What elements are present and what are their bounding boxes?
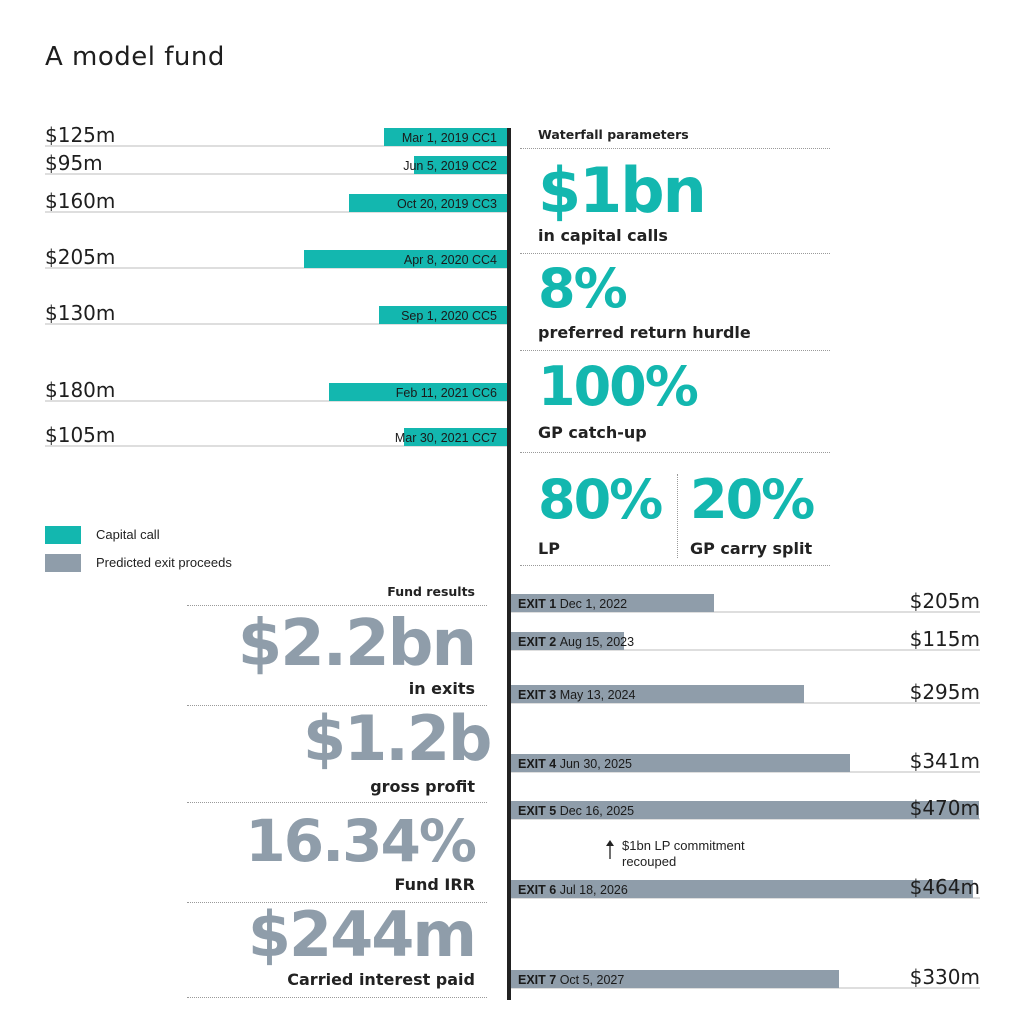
capital-call-value: $205m [45, 245, 115, 269]
divider [187, 705, 487, 706]
exit-label: EXIT 5 Dec 16, 2025 [518, 804, 634, 818]
capital-call-bar [329, 383, 509, 401]
center-axis [507, 128, 511, 1000]
divider [520, 148, 830, 149]
legend-swatch-capital-call [45, 526, 81, 544]
divider [187, 902, 487, 903]
exit-label: EXIT 3 May 13, 2024 [518, 688, 635, 702]
capital-call-value: $160m [45, 189, 115, 213]
capital-call-bar [304, 250, 509, 268]
capital-call-label: Feb 11, 2021 CC6 [396, 386, 497, 400]
legend-swatch-exit [45, 554, 81, 572]
capital-call-bar [414, 156, 509, 174]
divider [520, 452, 830, 453]
legend-label-capital-call: Capital call [96, 527, 160, 542]
divider [187, 997, 487, 998]
capital-call-value: $180m [45, 378, 115, 402]
hurdle-label: preferred return hurdle [538, 323, 751, 342]
gp-split-label: GP carry split [690, 539, 813, 558]
exit-bar [509, 801, 979, 819]
exit-label: EXIT 4 Jun 30, 2025 [518, 757, 632, 771]
capital-calls-label: in capital calls [538, 226, 668, 245]
exit-value: $464m [910, 875, 980, 899]
exit-value: $115m [910, 627, 980, 651]
exit-bar [509, 685, 804, 703]
hurdle-value: 8% [538, 257, 628, 320]
capital-call-value: $95m [45, 151, 103, 175]
divider [520, 565, 830, 566]
chart-title: A model fund [45, 42, 225, 72]
exit-label: EXIT 6 Jul 18, 2026 [518, 883, 628, 897]
irr-value: 16.34% [245, 807, 477, 875]
capital-call-label: Apr 8, 2020 CC4 [404, 253, 497, 267]
capital-call-value: $130m [45, 301, 115, 325]
divider [187, 802, 487, 803]
exit-value: $330m [910, 965, 980, 989]
profit-value: $1.2b [303, 702, 492, 775]
capital-call-label: Oct 20, 2019 CC3 [397, 197, 497, 211]
exit-bar [509, 970, 839, 988]
exit-label: EXIT 2 Aug 15, 2023 [518, 635, 634, 649]
split-divider [677, 474, 678, 558]
capital-call-value: $125m [45, 123, 115, 147]
exit-label: EXIT 1 Dec 1, 2022 [518, 597, 627, 611]
catch-up-value: 100% [538, 355, 699, 418]
capital-call-bar [349, 194, 509, 212]
irr-label: Fund IRR [394, 875, 475, 894]
lp-split-value: 80% [538, 468, 663, 531]
capital-call-label: Sep 1, 2020 CC5 [401, 309, 497, 323]
capital-call-bar [384, 128, 509, 146]
results-title: Fund results [387, 584, 475, 599]
capital-call-value: $105m [45, 423, 115, 447]
capital-calls-value: $1bn [538, 154, 707, 227]
carry-value: $244m [247, 898, 477, 971]
exit-bar [509, 880, 973, 898]
exits-value: $2.2bn [237, 607, 477, 681]
waterfall-title: Waterfall parameters [538, 127, 689, 142]
gp-split-value: 20% [690, 468, 815, 531]
profit-label: gross profit [370, 777, 475, 796]
lp-split-label: LP [538, 539, 560, 558]
capital-call-label: Jun 5, 2019 CC2 [403, 159, 497, 173]
exits-label: in exits [408, 679, 475, 698]
exit-value: $295m [910, 680, 980, 704]
exit-bar [509, 754, 850, 772]
divider [187, 605, 487, 606]
catch-up-label: GP catch-up [538, 423, 647, 442]
divider [520, 253, 830, 254]
annotation-text: $1bn LP commitment recouped [622, 838, 745, 869]
exit-bar [509, 594, 714, 612]
capital-call-label: Mar 1, 2019 CC1 [402, 131, 497, 145]
exit-bar [509, 632, 624, 650]
exit-label: EXIT 7 Oct 5, 2027 [518, 973, 624, 987]
capital-call-bar [379, 306, 509, 324]
divider [520, 350, 830, 351]
carry-label: Carried interest paid [287, 970, 475, 989]
capital-call-bar [404, 428, 509, 446]
exit-value: $470m [910, 796, 980, 820]
exit-value: $205m [910, 589, 980, 613]
capital-call-label: Mar 30, 2021 CC7 [395, 431, 497, 445]
legend-label-exit: Predicted exit proceeds [96, 555, 232, 570]
exit-value: $341m [910, 749, 980, 773]
